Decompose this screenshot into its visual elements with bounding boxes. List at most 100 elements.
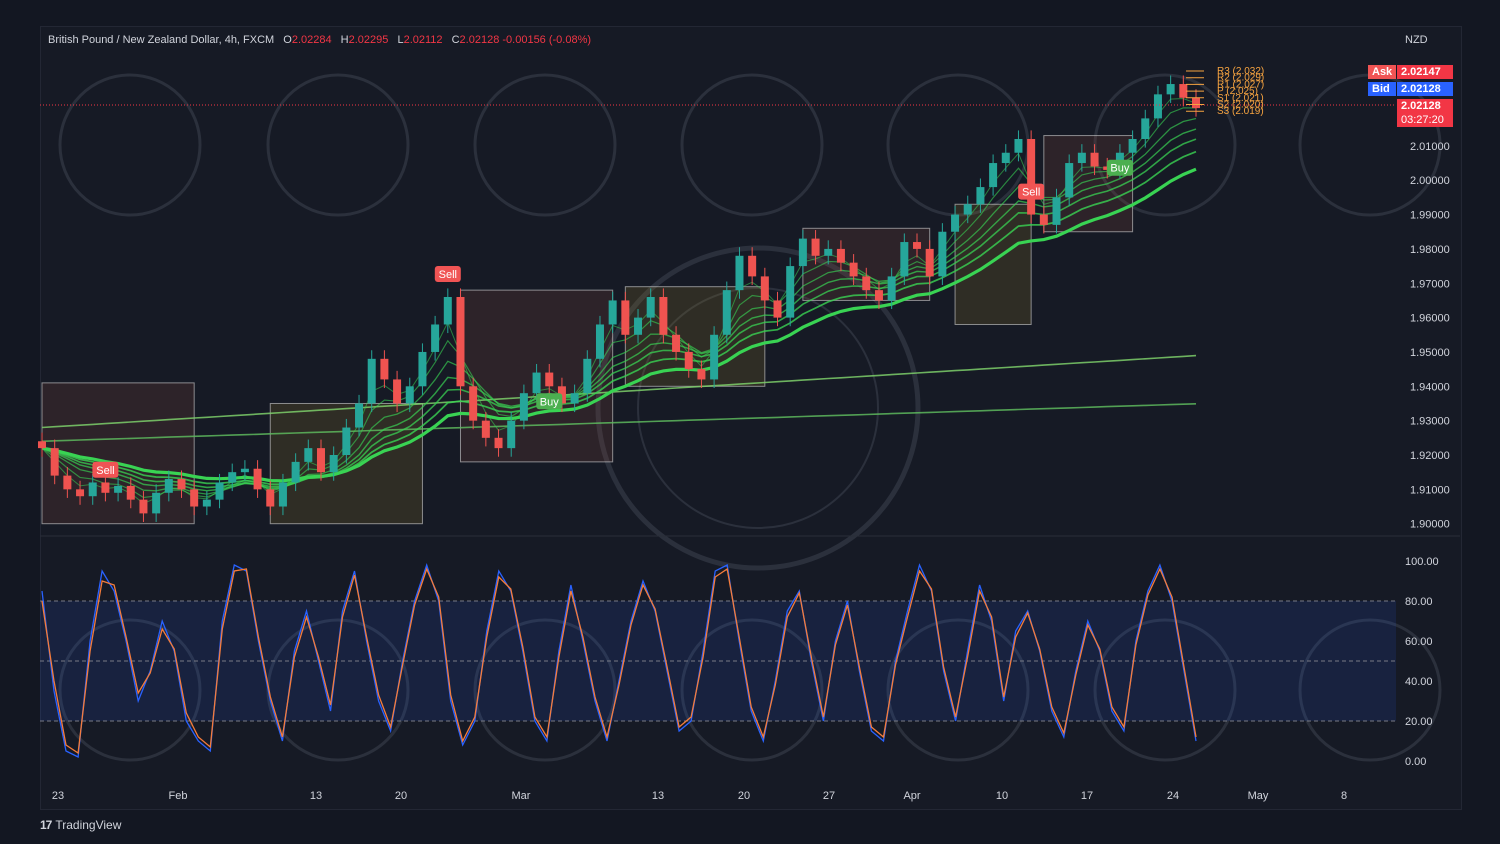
candle-body bbox=[342, 427, 351, 455]
stoch-axis-tick: 100.00 bbox=[1405, 556, 1439, 568]
candle-body bbox=[722, 290, 731, 335]
stoch-axis-tick: 40.00 bbox=[1405, 676, 1433, 688]
long-ma-line bbox=[41, 403, 1197, 443]
sell-signal-tag bbox=[434, 266, 461, 282]
candle-body bbox=[557, 386, 566, 404]
candle-body bbox=[355, 403, 364, 428]
candle-body bbox=[240, 468, 249, 473]
candle-body bbox=[164, 479, 173, 493]
pivot-label: S3 (2.019) bbox=[1217, 106, 1264, 117]
candle-body bbox=[253, 468, 262, 490]
candle-body bbox=[481, 420, 490, 438]
time-axis-tick: 13 bbox=[652, 790, 664, 802]
sell-signal-tag bbox=[92, 461, 119, 478]
currency-label[interactable]: NZD bbox=[1405, 34, 1428, 46]
candle-body bbox=[152, 492, 161, 514]
candle-body bbox=[963, 204, 972, 215]
candle-body bbox=[431, 324, 440, 352]
price-axis-tick: 1.99000 bbox=[1410, 210, 1450, 222]
symbol-header: British Pound / New Zealand Dollar, 4h, … bbox=[48, 34, 591, 46]
open-value: 2.02284 bbox=[291, 34, 332, 46]
candle-body bbox=[608, 300, 617, 325]
price-axis-tick: 1.91000 bbox=[1410, 484, 1450, 496]
buy-signal-tag bbox=[536, 393, 563, 410]
candle-body bbox=[1052, 197, 1061, 225]
candle-body bbox=[50, 448, 59, 476]
price-axis-tick: 1.93000 bbox=[1410, 416, 1450, 428]
candle-body bbox=[177, 479, 186, 490]
stoch-k-line bbox=[41, 562, 1197, 758]
candle-body bbox=[1179, 84, 1188, 98]
price-axis-tick: 1.98000 bbox=[1410, 244, 1450, 256]
close-value: 2.02128 bbox=[459, 34, 500, 46]
symbol-title: British Pound / New Zealand Dollar, 4h, … bbox=[48, 34, 275, 46]
buy-signal-tag bbox=[1106, 159, 1133, 176]
sell-signal-tag bbox=[1018, 183, 1045, 200]
candle-body bbox=[798, 238, 807, 267]
tradingview-brand[interactable]: 17 TradingView bbox=[40, 818, 121, 832]
candle-body bbox=[190, 489, 199, 507]
time-axis-tick: 17 bbox=[1081, 790, 1093, 802]
price-axis-tick: 1.95000 bbox=[1410, 347, 1450, 359]
candle-body bbox=[139, 499, 148, 514]
candle-body bbox=[418, 351, 427, 387]
candle-body bbox=[925, 248, 934, 277]
candle-body bbox=[101, 482, 110, 493]
candle-body bbox=[114, 485, 123, 493]
ask-label: Ask bbox=[1368, 65, 1396, 79]
candle-body bbox=[228, 472, 237, 483]
time-axis-tick: Feb bbox=[169, 790, 188, 802]
candle-body bbox=[1192, 97, 1200, 109]
candle-body bbox=[405, 386, 414, 404]
candle-body bbox=[760, 276, 769, 301]
candle-body bbox=[304, 448, 313, 462]
time-axis-tick: 20 bbox=[395, 790, 407, 802]
signal-label: Buy bbox=[1110, 163, 1129, 175]
brand-label: TradingView bbox=[55, 818, 122, 832]
long-ma-line bbox=[41, 354, 1197, 429]
time-axis-tick: 27 bbox=[823, 790, 835, 802]
candle-body bbox=[786, 266, 795, 318]
axes: 2.01000 2.00000 1.99000 1.98000 1.97000 1.960… bbox=[40, 141, 1460, 802]
candle-body bbox=[672, 334, 681, 352]
candle-body bbox=[519, 393, 528, 421]
signal-label: Buy bbox=[540, 396, 559, 408]
candle-body bbox=[507, 420, 516, 449]
time-axis-tick: 8 bbox=[1341, 790, 1347, 802]
candle-body bbox=[1039, 214, 1048, 225]
pivot-label: S2 (2.020) bbox=[1217, 100, 1264, 111]
candle-body bbox=[532, 372, 541, 394]
price-axis-tick: 2.01000 bbox=[1410, 141, 1450, 153]
candle-body bbox=[748, 255, 757, 277]
candle-body bbox=[380, 358, 389, 380]
high-value: 2.02295 bbox=[348, 34, 389, 46]
candle-body bbox=[874, 290, 883, 301]
price-axis-tick: 1.92000 bbox=[1410, 450, 1450, 462]
open-label: O bbox=[283, 34, 292, 46]
candle-body bbox=[1090, 152, 1099, 167]
candle-body bbox=[595, 324, 604, 359]
candle-body bbox=[735, 255, 744, 291]
close-label: C bbox=[451, 34, 460, 46]
low-value: 2.02112 bbox=[403, 34, 443, 46]
price-axis-tick: 1.90000 bbox=[1410, 519, 1450, 531]
candle-body bbox=[811, 238, 820, 256]
candle-body bbox=[367, 358, 376, 404]
candle-body bbox=[836, 248, 845, 263]
candle-body bbox=[76, 489, 85, 497]
candle-body bbox=[1001, 152, 1010, 164]
candle-body bbox=[443, 297, 452, 325]
candle-body bbox=[659, 297, 668, 335]
stoch-axis-tick: 20.00 bbox=[1405, 716, 1433, 728]
candle-body bbox=[545, 372, 554, 387]
ema-ribbon-line bbox=[41, 138, 1197, 489]
time-axis-tick: 13 bbox=[310, 790, 322, 802]
price-axis-tick: 2.00000 bbox=[1410, 175, 1450, 187]
tradingview-logo-icon: 17 bbox=[40, 818, 52, 832]
price-pane: Sell Sell Buy Sell Buy R3 (2.032)R2 (2.029)R1… bbox=[38, 66, 1396, 525]
candle-body bbox=[329, 455, 338, 473]
candle-body bbox=[1065, 163, 1074, 198]
low-label: L bbox=[397, 34, 404, 46]
